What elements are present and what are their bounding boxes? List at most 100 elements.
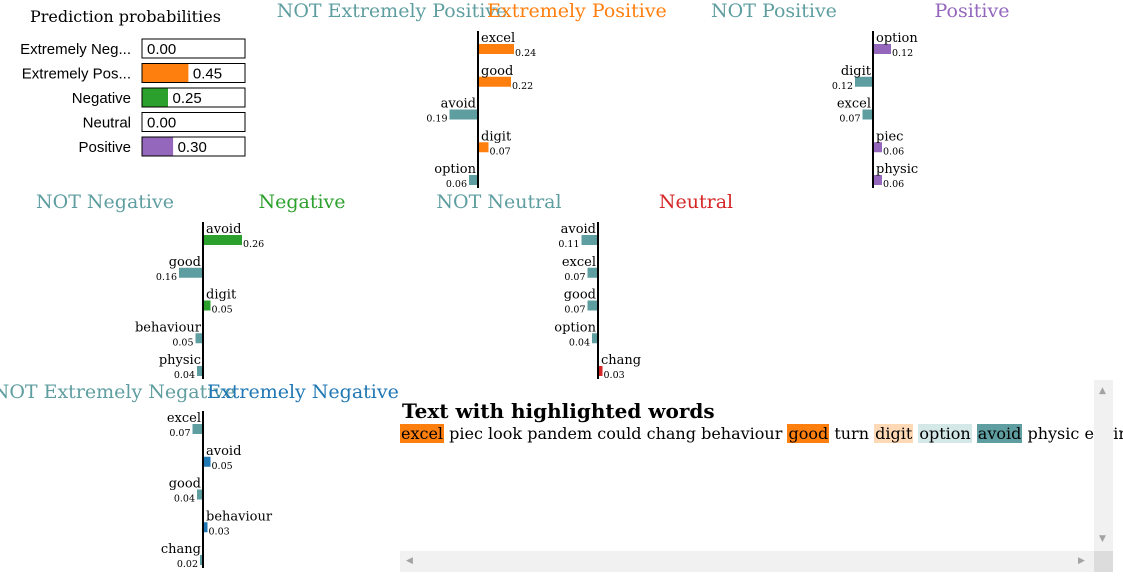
feature-bar-option — [592, 333, 598, 344]
feature-value: 0.06 — [883, 179, 904, 190]
feature-value: 0.05 — [172, 337, 193, 348]
text-word: physic — [1027, 424, 1080, 443]
feature-word: digit — [206, 288, 237, 303]
scroll-up-arrow-icon[interactable]: ▲ — [1099, 386, 1106, 396]
feature-value: 0.07 — [490, 146, 511, 157]
feature-word: chang — [601, 353, 641, 368]
prob-value: 0.30 — [178, 139, 207, 156]
feature-word: piec — [876, 129, 903, 144]
prob-bar-extremely-pos — [142, 64, 189, 82]
text-word: behaviour — [701, 424, 783, 443]
feature-word: option — [876, 31, 918, 46]
feature-value: 0.06 — [446, 179, 467, 190]
feature-bar-option — [873, 44, 891, 54]
feature-bar-piec — [873, 142, 882, 153]
feature-bar-digit — [855, 76, 873, 87]
feature-bar-option — [469, 175, 478, 185]
feature-value: 0.16 — [156, 272, 177, 283]
feature-value: 0.11 — [558, 239, 579, 250]
feature-word: excel — [481, 31, 515, 46]
feature-value: 0.26 — [243, 239, 264, 250]
feature-panel-neutral: NOT Neutral Neutral avoid 0.11 excel 0.07 good… — [436, 191, 733, 381]
panel-not-title: NOT Negative — [36, 191, 174, 213]
text-word: turn — [834, 424, 869, 443]
feature-value: 0.19 — [426, 114, 447, 125]
prob-bar-positive — [142, 137, 174, 156]
prob-class-label: Extremely Neg... — [20, 41, 131, 58]
feature-value: 0.05 — [212, 305, 233, 316]
panel-not-title: NOT Extremely Positive — [277, 0, 508, 22]
feature-bar-excel — [587, 267, 598, 278]
feature-bar-avoid — [203, 235, 242, 245]
feature-word: behaviour — [206, 509, 273, 524]
feature-bar-excel — [192, 424, 203, 434]
feature-value: 0.22 — [512, 81, 533, 92]
feature-value: 0.05 — [212, 461, 233, 472]
text-word: piec — [449, 424, 483, 443]
feature-word: avoid — [561, 222, 596, 237]
prob-value: 0.00 — [147, 41, 176, 58]
feature-value: 0.12 — [832, 81, 853, 92]
panel-class-title: Extremely Positive — [487, 0, 667, 22]
feature-bar-behaviour — [195, 333, 203, 344]
vertical-scrollbar[interactable]: ▲ ▼ — [1094, 380, 1113, 551]
scroll-down-arrow-icon[interactable]: ▼ — [1099, 534, 1106, 544]
text-word: look — [488, 424, 523, 443]
feature-value: 0.02 — [177, 559, 198, 570]
feature-value: 0.07 — [564, 272, 585, 283]
panel-not-title: NOT Neutral — [436, 191, 561, 213]
feature-panel-positive: NOT Positive Positive option 0.12 digit 0.12 e… — [711, 0, 1009, 190]
scrollbar-corner — [1094, 551, 1113, 572]
feature-word: behaviour — [135, 320, 202, 335]
prob-class-label: Negative — [72, 90, 131, 107]
feature-word: avoid — [206, 222, 241, 237]
highlighted-text-panel[interactable]: Text with highlighted words excel piec l… — [400, 380, 1123, 572]
feature-word: good — [169, 477, 201, 492]
prob-value: 0.00 — [147, 115, 176, 132]
text-word: digit — [874, 424, 914, 443]
prob-class-label: Extremely Pos... — [22, 66, 131, 83]
text-word: could — [597, 424, 642, 443]
feature-bar-digit — [478, 142, 489, 153]
feature-word: avoid — [441, 97, 476, 112]
feature-bar-avoid — [449, 109, 478, 120]
horizontal-scrollbar[interactable]: ◀ ▶ — [400, 551, 1094, 572]
text-word: avoid — [976, 424, 1023, 443]
feature-bar-good — [587, 300, 598, 311]
feature-word: digit — [841, 64, 872, 79]
scroll-left-arrow-icon[interactable]: ◀ — [406, 556, 413, 566]
feature-value: 0.03 — [604, 370, 625, 381]
feature-word: digit — [481, 129, 512, 144]
feature-bar-chang — [598, 366, 603, 376]
feature-value: 0.07 — [839, 114, 860, 125]
prediction-probabilities-title: Prediction probabilities — [30, 7, 221, 26]
feature-word: good — [169, 255, 201, 270]
panel-class-title: Negative — [258, 191, 345, 213]
prob-bar-negative — [142, 88, 168, 107]
panel-class-title: Neutral — [659, 191, 733, 213]
feature-bar-physic — [873, 175, 882, 185]
text-word: option — [918, 424, 972, 443]
prediction-probabilities: Prediction probabilities Extremely Neg..… — [20, 7, 246, 157]
feature-value: 0.04 — [569, 337, 590, 348]
feature-bar-excel — [862, 109, 873, 120]
prob-class-label: Positive — [78, 139, 131, 156]
feature-bar-behaviour — [203, 522, 208, 533]
prob-value: 0.25 — [173, 90, 202, 107]
feature-word: physic — [159, 353, 201, 368]
feature-value: 0.07 — [169, 428, 190, 439]
feature-word: good — [564, 288, 596, 303]
feature-bar-good — [179, 267, 203, 278]
scroll-right-arrow-icon[interactable]: ▶ — [1078, 556, 1085, 566]
feature-bar-digit — [203, 300, 211, 311]
feature-word: option — [434, 162, 476, 177]
feature-value: 0.12 — [892, 48, 913, 59]
prob-box — [141, 38, 246, 59]
feature-bar-excel — [478, 44, 514, 54]
highlighted-text-title: Text with highlighted words — [402, 399, 715, 423]
